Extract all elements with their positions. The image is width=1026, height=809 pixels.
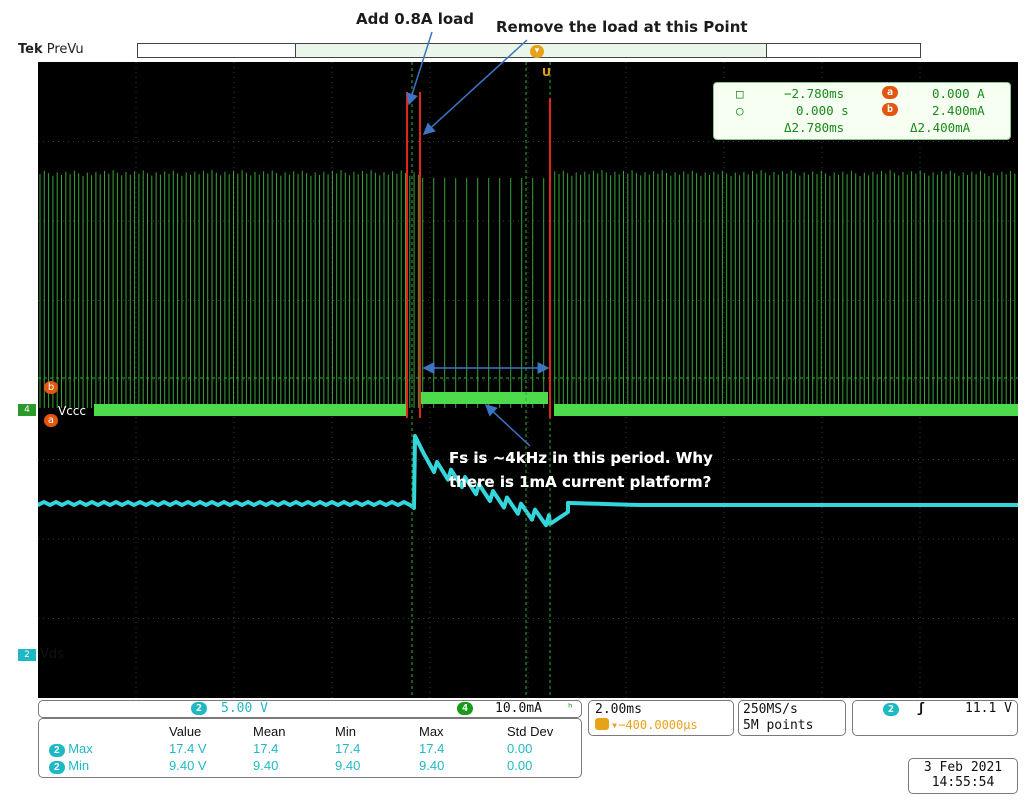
measure-row2-max: 9.40 — [419, 758, 445, 773]
ch4-scale[interactable]: 10.0mA — [495, 701, 542, 716]
cursor-b-chip: b — [882, 103, 899, 116]
measure-row2-min: 9.40 — [335, 758, 361, 773]
measure-row1-value: 17.4 V — [169, 741, 207, 756]
timebase-panel[interactable]: 2.00ms ▾−400.0000μs — [588, 700, 734, 736]
cursor-row1-time: −2.780ms — [784, 86, 845, 101]
ch4-ground-marker[interactable]: 4 — [18, 404, 36, 416]
cursor-delta-time: Δ2.780ms — [784, 120, 845, 135]
ch4-label: Vccc — [58, 404, 87, 418]
question-annotation: Fs is ~4kHz in this period. Why there is… — [449, 446, 713, 494]
measurement-panel[interactable]: Value Mean Min Max Std Dev 2 Max 17.4 V … — [38, 718, 582, 778]
measure-row2-mean: 9.40 — [253, 758, 279, 773]
ch2-label: Vds — [40, 647, 64, 662]
remove-load-annotation: Remove the load at this Point — [496, 18, 748, 36]
measure-header-mean: Mean — [253, 724, 286, 739]
ch2-scale[interactable]: 5.00 V — [221, 701, 268, 716]
date-label: 3 Feb 2021 — [923, 760, 1003, 775]
scope-display[interactable] — [38, 62, 1018, 698]
trigger-position-marker[interactable]: ▾ — [530, 45, 544, 58]
cursor-row1-value: 0.000 A — [932, 86, 985, 101]
measure-row1-name: Max — [68, 740, 93, 756]
record-overview-bar[interactable] — [137, 43, 921, 58]
question-line-1: Fs is ~4kHz in this period. Why — [449, 449, 713, 467]
cursor-row2-time: 0.000 s — [796, 103, 849, 118]
horizontal-offset[interactable]: ▾−400.0000μs — [611, 718, 698, 732]
measure-header-stddev: Std Dev — [507, 724, 554, 739]
time-label: 14:55:54 — [931, 775, 995, 790]
ch4-baseline — [94, 404, 408, 416]
measure-row1-max: 17.4 — [419, 741, 445, 756]
measure-header-min: Min — [335, 724, 356, 739]
cursor-delta-value: Δ2.400mA — [910, 120, 971, 135]
scope-brand: Tek PreVu — [18, 42, 84, 57]
ch4-pulse-train — [39, 170, 1016, 408]
rising-edge-icon: ʃ — [917, 701, 925, 716]
measure-row2-stddev: 0.00 — [507, 758, 533, 773]
waveform-area — [38, 62, 1018, 698]
measure-row2-chip: 2 — [49, 760, 65, 774]
ch4-chip: 4 — [457, 702, 474, 715]
timebase-value[interactable]: 2.00ms — [595, 702, 642, 717]
horizontal-position-icon — [595, 718, 609, 730]
record-length: 5M points — [743, 718, 814, 733]
measure-header-max: Max — [419, 724, 444, 739]
cursor-readout: □ −2.780ms a 0.000 A ○ 0.000 s b 2.400mA… — [713, 82, 1011, 140]
measure-row1-mean: 17.4 — [253, 741, 279, 756]
mode-label: PreVu — [46, 42, 84, 57]
question-line-2: there is 1mA current platform? — [449, 473, 712, 491]
square-cursor-icon: □ — [736, 86, 744, 101]
measurement-row[interactable]: 2 Max 17.4 V 17.4 17.4 17.4 0.00 — [45, 740, 581, 757]
ch2-ground-marker[interactable]: 2 — [18, 649, 36, 661]
ch4-platform — [420, 392, 548, 404]
circle-cursor-icon: ○ — [736, 103, 744, 118]
ch2-chip: 2 — [191, 702, 208, 715]
measurement-table: Value Mean Min Max Std Dev 2 Max 17.4 V … — [45, 723, 581, 774]
measure-row1-chip: 2 — [49, 743, 65, 757]
add-load-annotation: Add 0.8A load — [356, 10, 475, 28]
ref-a-marker[interactable]: a — [44, 414, 58, 427]
ref-b-marker[interactable]: b — [44, 381, 58, 394]
measure-row1-stddev: 0.00 — [507, 741, 533, 756]
measurement-row[interactable]: 2 Min 9.40 V 9.40 9.40 9.40 0.00 — [45, 757, 581, 774]
measure-row2-name: Min — [68, 757, 90, 773]
acquisition-panel[interactable]: 250MS/s 5M points — [738, 700, 846, 736]
measure-header-value: Value — [169, 724, 202, 739]
sample-rate: 250MS/s — [743, 702, 798, 717]
ch2-vds-trace — [38, 434, 1018, 528]
cursor-a-chip: a — [882, 86, 899, 99]
ch4-baseline — [554, 404, 1018, 416]
trigger-level[interactable]: 11.1 V — [965, 701, 1012, 716]
cursor-row2-value: 2.400mA — [932, 103, 985, 118]
brand-label: Tek — [18, 42, 43, 57]
channel-scale-bar[interactable]: 2 5.00 V 4 10.0mA ʰ — [38, 700, 582, 718]
measure-header-blank — [45, 723, 165, 740]
measure-row2-value: 9.40 V — [169, 758, 207, 773]
date-time-panel: 3 Feb 2021 14:55:54 — [908, 758, 1018, 794]
trigger-cursor-marker: U — [542, 66, 551, 79]
measure-row1-min: 17.4 — [335, 741, 361, 756]
trigger-panel[interactable]: 2 ʃ 11.1 V — [852, 700, 1018, 736]
trigger-source-chip: 2 — [883, 703, 900, 716]
bandwidth-limit-icon: ʰ — [567, 701, 574, 714]
